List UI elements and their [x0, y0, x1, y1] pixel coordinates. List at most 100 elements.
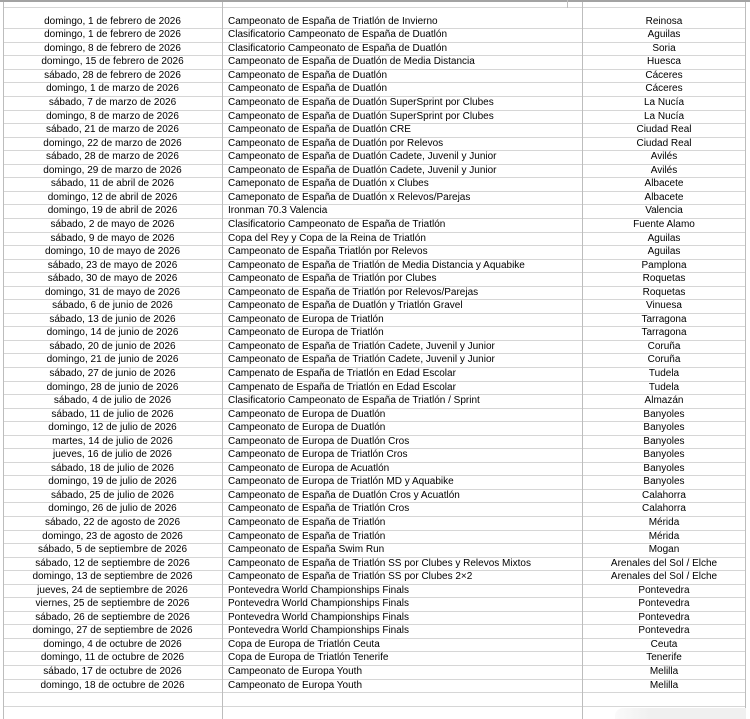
event-date-cell[interactable]: domingo, 14 de junio de 2026	[46, 327, 179, 339]
event-date-cell[interactable]: sábado, 27 de junio de 2026	[49, 367, 176, 379]
table-row[interactable]: viernes, 25 de septiembre de 2026 Ponteve…	[3, 598, 746, 612]
table-row[interactable]: sábado, 2 de mayo de 2026 Clasificatorio …	[3, 219, 746, 233]
event-date-cell[interactable]: domingo, 11 de octubre de 2026	[40, 652, 185, 664]
event-date-cell[interactable]: domingo, 13 de septiembre de 2026	[32, 571, 193, 583]
event-name-cell[interactable]: Campeonato de Europa de Triatlón	[228, 313, 384, 325]
event-date-cell[interactable]: domingo, 26 de julio de 2026	[48, 503, 177, 515]
event-location-cell[interactable]: Soria	[652, 42, 676, 54]
event-location-cell[interactable]: Mérida	[648, 530, 680, 542]
table-row[interactable]: sábado, 23 de mayo de 2026 Campeonato de …	[3, 260, 746, 274]
event-date-cell[interactable]: sábado, 11 de abril de 2026	[50, 178, 175, 190]
table-row[interactable]: domingo, 8 de marzo de 2026 Campeonato de…	[3, 111, 746, 125]
event-name-cell[interactable]: Campeonato de España de Triatlón de Invi…	[228, 15, 438, 27]
table-row[interactable]: domingo, 13 de septiembre de 2026 Campeon…	[3, 571, 746, 585]
event-name-cell[interactable]: Campenato de España de Triatlón en Edad …	[228, 381, 456, 393]
event-name-cell[interactable]: Campeonato de España de Duatlón	[228, 69, 388, 81]
event-date-cell[interactable]: sábado, 9 de mayo de 2026	[50, 232, 175, 244]
event-location-cell[interactable]: Melilla	[649, 679, 679, 691]
table-row[interactable]: sábado, 20 de junio de 2026 Campeonato de…	[3, 341, 746, 355]
event-name-cell[interactable]: Campeonato de España de Duatlón de Media…	[228, 56, 475, 68]
event-location-cell[interactable]: Avilés	[650, 151, 678, 163]
event-date-cell[interactable]: jueves, 24 de septiembre de 2026	[37, 584, 188, 596]
table-row[interactable]: sábado, 12 de septiembre de 2026 Campeona…	[3, 558, 746, 572]
table-row[interactable]: domingo, 19 de abril de 2026 Ironman 70.3…	[3, 205, 746, 219]
event-location-cell[interactable]: La Nucía	[643, 97, 685, 109]
event-date-cell[interactable]: domingo, 1 de marzo de 2026	[46, 83, 179, 95]
event-location-cell[interactable]: Arenales del Sol / Elche	[610, 571, 718, 583]
event-location-cell[interactable]: Albacete	[644, 191, 684, 203]
table-row[interactable]: sábado, 21 de marzo de 2026 Campeonato de…	[3, 124, 746, 138]
event-location-cell[interactable]: Cáceres	[645, 69, 683, 81]
empty-cell[interactable]	[3, 2, 222, 7]
event-name-cell[interactable]: Campeonato de España de Duatlón CRE	[228, 124, 411, 136]
event-location-cell[interactable]: Vinuesa	[646, 300, 682, 312]
event-date-cell[interactable]: domingo, 12 de julio de 2026	[48, 422, 177, 434]
event-date-cell[interactable]: jueves, 16 de julio de 2026	[53, 449, 172, 461]
table-row[interactable]: domingo, 8 de febrero de 2026 Clasificato…	[3, 43, 746, 57]
event-name-cell[interactable]: Copa del Rey y Copa de la Reina de Triat…	[228, 232, 426, 244]
event-location-cell[interactable]: Albacete	[644, 178, 684, 190]
event-date-cell[interactable]: domingo, 12 de abril de 2026	[47, 191, 178, 203]
event-location-cell[interactable]: Tudela	[648, 381, 680, 393]
event-location-cell[interactable]: Pamplona	[641, 259, 687, 271]
empty-cell[interactable]	[222, 707, 582, 719]
event-name-cell[interactable]: Campeonato de Europa Youth	[228, 679, 362, 691]
event-date-cell[interactable]: sábado, 23 de mayo de 2026	[47, 259, 178, 271]
table-row[interactable]: domingo, 12 de julio de 2026 Campeonato d…	[3, 422, 746, 436]
event-name-cell[interactable]: Campeonato de España de Triatlón SS por …	[228, 571, 473, 583]
event-date-cell[interactable]: sábado, 2 de mayo de 2026	[50, 218, 175, 230]
event-location-cell[interactable]: Ceuta	[650, 638, 678, 650]
event-name-cell[interactable]: Campeonato de España de Duatlón SuperSpr…	[228, 110, 494, 122]
event-name-cell[interactable]: Campeonato de España de Triatlón Cros	[228, 503, 410, 515]
event-date-cell[interactable]: domingo, 10 de mayo de 2026	[44, 246, 181, 258]
event-date-cell[interactable]: domingo, 18 de octubre de 2026	[40, 679, 185, 691]
event-date-cell[interactable]: viernes, 25 de septiembre de 2026	[35, 598, 190, 610]
table-row[interactable]: domingo, 29 de marzo de 2026 Campeonato d…	[3, 165, 746, 179]
event-location-cell[interactable]: Banyoles	[643, 449, 685, 461]
event-name-cell[interactable]: Cameponato de España de Duatlón x Relevo…	[228, 191, 471, 203]
event-name-cell[interactable]: Campeonato de España de Triatlón de Medi…	[228, 259, 525, 271]
event-date-cell[interactable]: domingo, 19 de abril de 2026	[47, 205, 178, 217]
event-date-cell[interactable]: domingo, 28 de junio de 2026	[46, 381, 179, 393]
event-name-cell[interactable]: Campeonato de Europa de Triatlón MD y Aq…	[228, 476, 454, 488]
event-date-cell[interactable]: sábado, 26 de septiembre de 2026	[35, 611, 190, 623]
event-date-cell[interactable]: domingo, 1 de febrero de 2026	[44, 15, 181, 27]
event-location-cell[interactable]: Banyoles	[643, 408, 685, 420]
event-date-cell[interactable]: domingo, 27 de septiembre de 2026	[32, 625, 193, 637]
table-row[interactable]: sábado, 27 de junio de 2026 Campenato de …	[3, 368, 746, 382]
event-date-cell[interactable]: domingo, 23 de agosto de 2026	[42, 530, 183, 542]
event-date-cell[interactable]: sábado, 20 de junio de 2026	[49, 340, 176, 352]
event-name-cell[interactable]: Ironman 70.3 Valencia	[228, 205, 328, 217]
event-name-cell[interactable]: Campeonato de España de Duatlón	[228, 83, 388, 95]
event-date-cell[interactable]: sábado, 7 de marzo de 2026	[48, 97, 177, 109]
event-name-cell[interactable]: Campeonato de España de Triatlón	[228, 530, 386, 542]
event-name-cell[interactable]: Copa de Europa de Triatlón Ceuta	[228, 638, 380, 650]
event-name-cell[interactable]: Campeonato de España de Duatlón Cadete, …	[228, 151, 497, 163]
event-date-cell[interactable]: domingo, 21 de junio de 2026	[46, 354, 179, 366]
table-row[interactable]: sábado, 18 de julio de 2026 Campeonato de…	[3, 463, 746, 477]
event-name-cell[interactable]: Pontevedra World Championships Finals	[228, 625, 410, 637]
event-location-cell[interactable]: Pontevedra	[638, 625, 690, 637]
event-date-cell[interactable]: sábado, 11 de julio de 2026	[51, 408, 174, 420]
event-location-cell[interactable]: Roquetas	[642, 286, 686, 298]
empty-cell[interactable]	[582, 693, 746, 706]
empty-cell[interactable]	[582, 2, 746, 7]
event-date-cell[interactable]: domingo, 1 de febrero de 2026	[44, 29, 181, 41]
event-name-cell[interactable]: Campeonato de Europa de Triatlón Cros	[228, 449, 408, 461]
event-date-cell[interactable]: sábado, 13 de junio de 2026	[49, 313, 176, 325]
event-location-cell[interactable]: Ciudad Real	[636, 124, 692, 136]
table-row[interactable]: domingo, 1 de marzo de 2026 Campeonato de…	[3, 83, 746, 98]
event-date-cell[interactable]: domingo, 8 de marzo de 2026	[46, 110, 179, 122]
event-name-cell[interactable]: Campeonato de España de Duatlón Cros y A…	[228, 489, 460, 501]
event-location-cell[interactable]: Ciudad Real	[636, 137, 692, 149]
table-row[interactable]: sábado, 25 de julio de 2026 Campeonato de…	[3, 490, 746, 504]
event-name-cell[interactable]: Copa de Europa de Triatlón Tenerife	[228, 652, 389, 664]
table-row[interactable]: domingo, 12 de abril de 2026 Cameponato d…	[3, 192, 746, 206]
event-name-cell[interactable]: Campeonato de España Triatlón por Relevo…	[228, 246, 428, 258]
event-name-cell[interactable]: Cameponato de España de Duatlón x Clubes	[228, 178, 429, 190]
table-row[interactable]: domingo, 19 de julio de 2026 Campeonato d…	[3, 476, 746, 490]
event-name-cell[interactable]: Campeonato de España de Triatlón	[228, 516, 386, 528]
event-date-cell[interactable]: sábado, 18 de julio de 2026	[51, 462, 174, 474]
event-date-cell[interactable]: domingo, 19 de julio de 2026	[48, 476, 177, 488]
table-row[interactable]: domingo, 22 de marzo de 2026 Campeonato d…	[3, 138, 746, 152]
